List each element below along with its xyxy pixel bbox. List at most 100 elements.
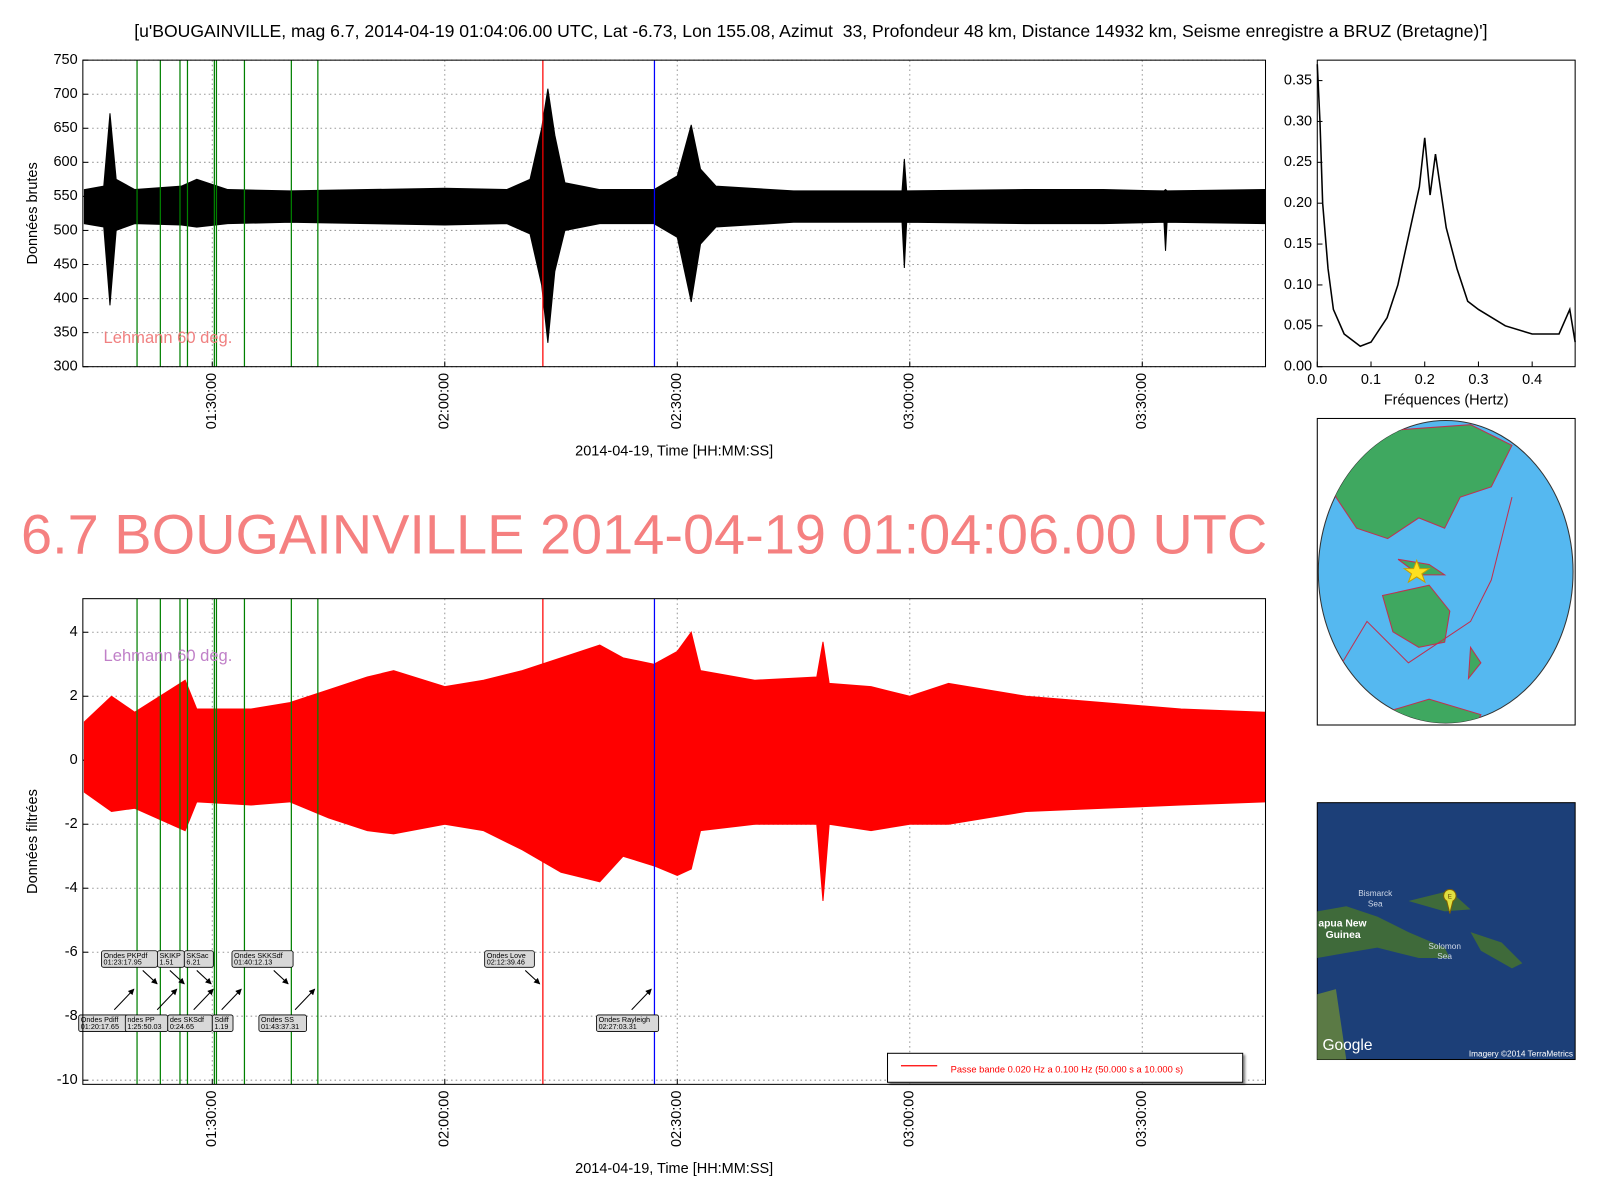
phase-arrow <box>196 970 212 985</box>
phase-name: Sdiff <box>214 1015 229 1024</box>
regional-map: E Bismarck Sea apua New Guinea Solomon S… <box>1316 802 1576 1061</box>
phase-arrow <box>294 988 316 1011</box>
phase-time: 1.19 <box>214 1022 228 1031</box>
y-tick-label: 0.05 <box>1284 318 1312 334</box>
annotation: Lehmann 60 deg. <box>104 646 233 665</box>
phase-name: Ondes Pdiff <box>81 1015 120 1024</box>
headline: 6.7 BOUGAINVILLE 2014-04-19 01:04:06.00 … <box>21 502 1267 565</box>
phase-arrow <box>156 988 178 1011</box>
axes-frame <box>82 598 1267 1085</box>
y-tick-label: 0.25 <box>1284 154 1312 170</box>
phase-box <box>231 950 294 968</box>
map-label: Solomon <box>1428 942 1461 951</box>
phase-name: Ondes Rayleigh <box>599 1015 650 1024</box>
x-tick-label: 0.1 <box>1361 372 1381 388</box>
y-axis-label: Données brutes <box>25 162 41 264</box>
y-tick-label: 300 <box>53 359 77 375</box>
x-tick-label: 02:00:00 <box>437 1091 453 1147</box>
phase-arrow <box>631 988 652 1011</box>
phase-arrow <box>273 970 289 985</box>
phase-time: 02:12:39.46 <box>487 958 525 967</box>
phase-time: 01:20:17.65 <box>81 1022 119 1031</box>
y-tick-label: 350 <box>53 324 77 340</box>
phase-time: 01:40:12.13 <box>234 958 272 967</box>
y-tick-label: -4 <box>65 880 78 896</box>
y-tick-label: 0.10 <box>1284 277 1312 293</box>
y-tick-label: -6 <box>65 944 78 960</box>
phase-arrow <box>142 970 158 985</box>
x-tick-label: 03:00:00 <box>902 1091 918 1147</box>
y-tick-label: 0.30 <box>1284 113 1312 129</box>
phase-arrow <box>169 970 185 985</box>
phase-name: Ondes Love <box>487 951 526 960</box>
x-axis-label: Fréquences (Hertz) <box>1384 393 1509 409</box>
y-tick-label: 4 <box>70 624 78 640</box>
y-tick-label: -8 <box>65 1008 78 1024</box>
y-tick-label: 600 <box>53 154 77 170</box>
signal-band <box>83 631 1266 902</box>
y-tick-label: 650 <box>53 120 77 136</box>
signal-band <box>83 88 1266 343</box>
map-label: Bismarck <box>1358 889 1393 898</box>
y-tick-label: 700 <box>53 86 77 102</box>
x-tick-label: 0.3 <box>1468 372 1488 388</box>
y-tick-label: 500 <box>53 222 77 238</box>
map-credit: Imagery ©2014 TerraMetrics <box>1469 1050 1573 1059</box>
globe-map <box>1316 417 1576 726</box>
phase-time: 6.21 <box>186 958 200 967</box>
phase-box <box>211 1014 234 1032</box>
figure-title: [u'BOUGAINVILLE, mag 6.7, 2014-04-19 01:… <box>134 21 1487 41</box>
x-tick-label: 0.0 <box>1307 372 1327 388</box>
x-tick-label: 01:30:00 <box>204 1091 220 1147</box>
phase-time: 1.51 <box>159 958 173 967</box>
x-tick-label: 0.4 <box>1522 372 1542 388</box>
phase-time: 0:24.65 <box>170 1022 194 1031</box>
axes-frame <box>82 59 1267 368</box>
map-label: Sea <box>1368 899 1383 908</box>
phase-arrow <box>221 988 242 1011</box>
y-tick-label: 0.35 <box>1284 72 1312 88</box>
phase-time: 02:27:03.31 <box>599 1022 637 1031</box>
phase-time: 01:43:37.31 <box>261 1022 299 1031</box>
map-marker-label: E <box>1448 894 1452 901</box>
x-tick-label: 03:00:00 <box>902 373 918 429</box>
y-tick-label: 0.15 <box>1284 236 1312 252</box>
phase-box <box>183 950 214 968</box>
legend-label: Passe bande 0.020 Hz a 0.100 Hz (50.000 … <box>951 1064 1183 1074</box>
x-tick-label: 02:00:00 <box>437 373 453 429</box>
map-brand: Google <box>1322 1037 1372 1054</box>
x-axis-label: 2014-04-19, Time [HH:MM:SS] <box>575 1161 773 1177</box>
y-tick-label: -2 <box>65 816 78 832</box>
x-tick-label: 02:30:00 <box>669 1091 685 1147</box>
map-label: Sea <box>1437 952 1452 961</box>
phase-name: SKSac <box>186 951 208 960</box>
x-tick-label: 0.2 <box>1415 372 1435 388</box>
y-tick-label: 450 <box>53 256 77 272</box>
phase-name: Ondes PKPdf <box>104 951 149 960</box>
phase-arrow <box>113 988 135 1011</box>
axes-frame <box>1316 59 1576 368</box>
y-tick-label: -10 <box>57 1072 78 1088</box>
phase-arrow <box>193 988 214 1011</box>
x-tick-label: 02:30:00 <box>669 373 685 429</box>
y-tick-label: 0.20 <box>1284 195 1312 211</box>
phase-time: 01:23:17.95 <box>104 958 142 967</box>
phase-box <box>484 950 535 968</box>
spectrum-line <box>1316 64 1576 348</box>
phase-name: des SKSdf <box>170 1015 205 1024</box>
y-tick-label: 550 <box>53 188 77 204</box>
phase-box <box>596 1014 660 1032</box>
x-tick-label: 03:30:00 <box>1134 373 1150 429</box>
phase-name: ndes PP <box>127 1015 155 1024</box>
x-tick-label: 03:30:00 <box>1134 1091 1150 1147</box>
y-axis-label: Données filtrées <box>25 789 41 894</box>
phase-box <box>258 1014 307 1032</box>
x-axis-label: 2014-04-19, Time [HH:MM:SS] <box>575 443 773 459</box>
phase-name: Ondes SKKSdf <box>234 951 284 960</box>
annotation: Lehmann 60 deg. <box>104 328 233 347</box>
phase-arrow <box>524 970 541 985</box>
map-label: apua New <box>1318 919 1367 930</box>
phase-name: Ondes SS <box>261 1015 294 1024</box>
